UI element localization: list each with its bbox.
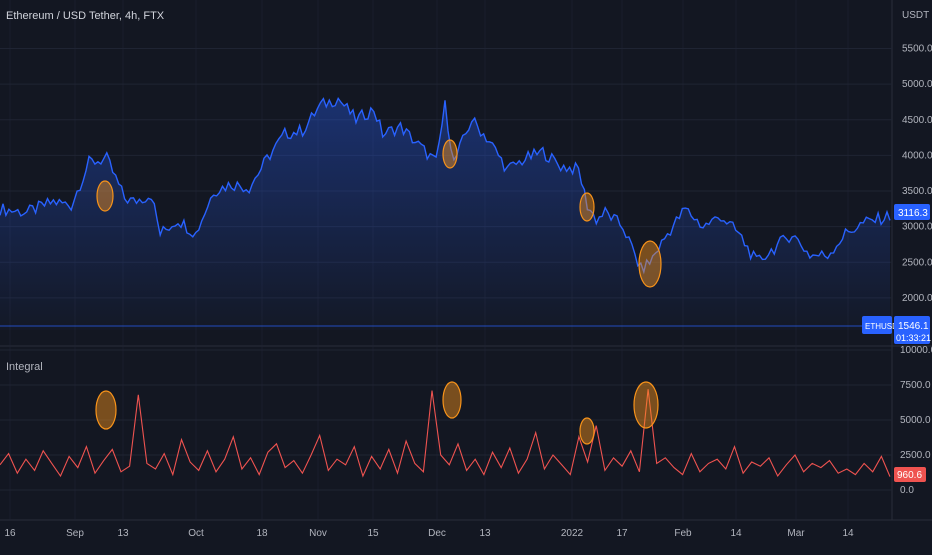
time-axis-tick: 15	[367, 528, 379, 539]
indicator-axis-tick: 10000.0	[900, 345, 932, 356]
highlight-ellipse	[442, 381, 462, 419]
price-axis-tick: 3500.0	[902, 186, 932, 197]
price-axis-tick: 3000.0	[902, 222, 932, 233]
price-axis-tick: 2000.0	[902, 293, 932, 304]
time-axis-tick: 17	[616, 528, 628, 539]
last-price-label-bg	[894, 204, 930, 220]
highlight-ellipse	[442, 139, 458, 169]
indicator-line	[0, 389, 891, 478]
highlight-ellipse	[633, 381, 659, 429]
symbol-price-label: 1546.1	[898, 321, 929, 332]
price-axis-unit: USDT	[902, 10, 929, 21]
time-axis-tick: Oct	[188, 528, 204, 539]
time-axis-tick: Mar	[787, 528, 805, 539]
indicator-axis-tick: 7500.0	[900, 380, 931, 391]
indicator-axis-tick: 5000.0	[900, 415, 931, 426]
countdown-label: 01:33:21	[896, 333, 931, 343]
time-axis-tick: Sep	[66, 528, 84, 539]
indicator-title: Integral	[6, 361, 43, 373]
symbol-title: Ethereum / USD Tether, 4h, FTX	[6, 10, 165, 22]
price-axis-tick: 2500.0	[902, 257, 932, 268]
time-axis-tick: Feb	[674, 528, 692, 539]
indicator-axis-tick: 0.0	[900, 485, 914, 496]
last-price-label: 3116.3	[898, 208, 928, 219]
symbol-name-label-bg	[862, 316, 892, 334]
indicator-axis-tick: 2500.0	[900, 450, 931, 461]
indicator-value-label: 960.6	[897, 470, 922, 481]
highlight-ellipse	[579, 192, 595, 222]
symbol-price-label-bg	[894, 316, 930, 344]
price-axis-tick: 5500.0	[902, 44, 932, 55]
time-axis-tick: 2022	[561, 528, 584, 539]
time-axis-tick: 14	[842, 528, 854, 539]
price-line	[0, 96, 891, 275]
time-axis-tick: Dec	[428, 528, 446, 539]
highlight-ellipse	[95, 390, 117, 430]
symbol-name-label: ETHUSDT	[865, 322, 903, 331]
highlight-ellipse	[579, 417, 595, 445]
highlight-ellipse	[638, 240, 662, 288]
time-axis-tick: 13	[479, 528, 491, 539]
price-axis-tick: 4000.0	[902, 150, 932, 161]
time-axis-tick: 14	[730, 528, 742, 539]
price-axis-tick: 4500.0	[902, 115, 932, 126]
time-axis-tick: 13	[117, 528, 129, 539]
time-axis-tick: Nov	[309, 528, 327, 539]
price-axis-tick: 5000.0	[902, 79, 932, 90]
highlight-ellipse	[96, 180, 114, 212]
time-axis-tick: 18	[256, 528, 268, 539]
price-area	[0, 98, 890, 331]
time-axis-tick: 16	[4, 528, 16, 539]
indicator-value-label-bg	[894, 467, 926, 482]
